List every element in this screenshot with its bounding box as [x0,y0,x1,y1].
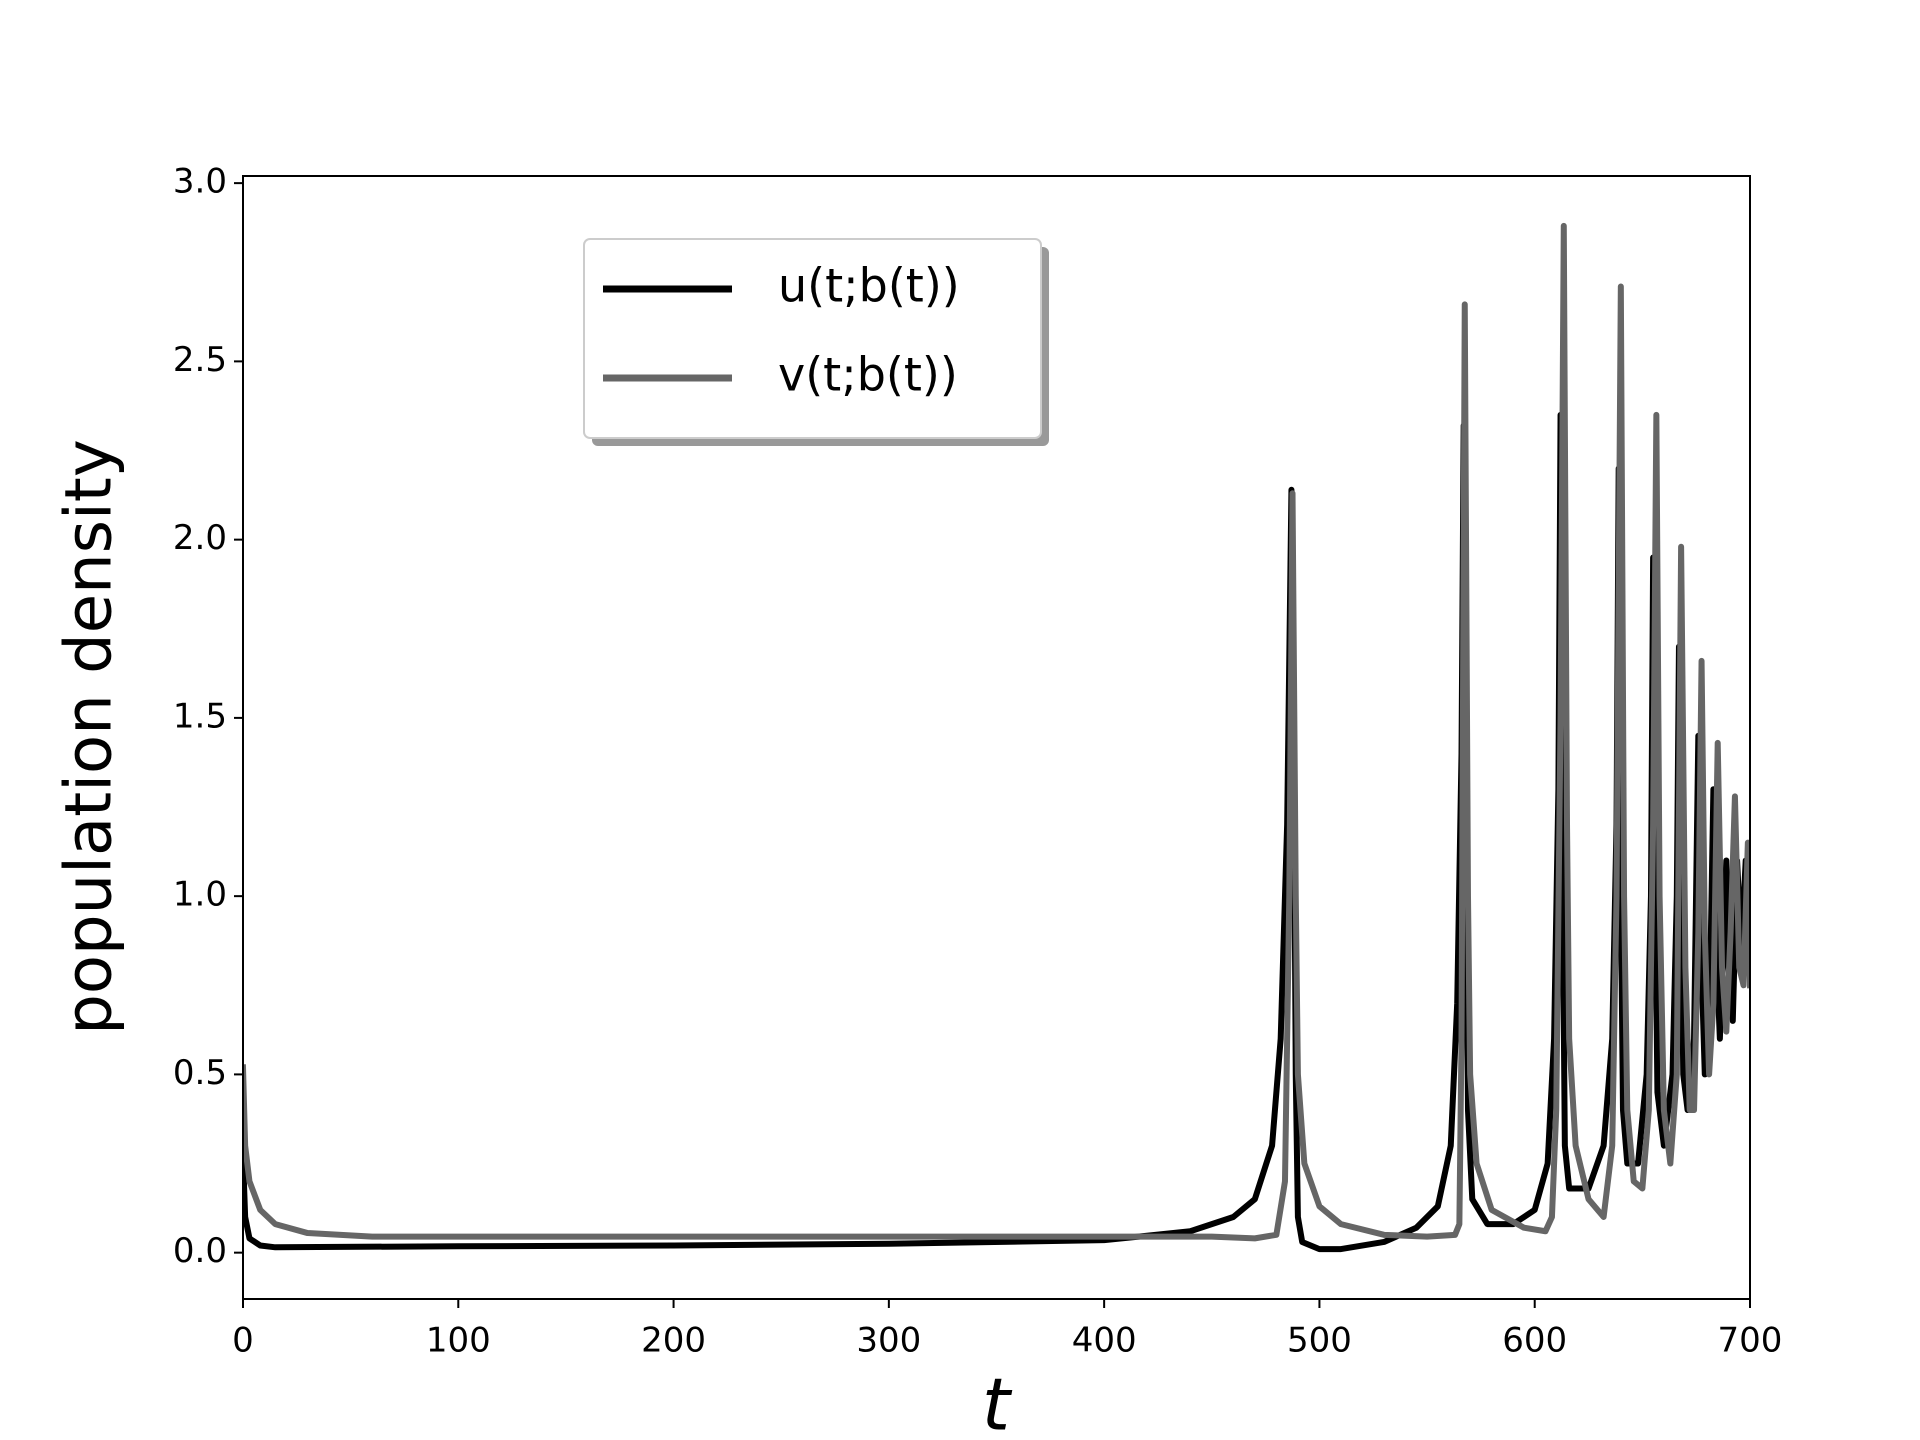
x-tick-label: 500 [1287,1321,1352,1361]
x-tick-label: 0 [232,1321,254,1361]
plot-area [243,222,1750,1253]
x-tick-label: 400 [1072,1321,1137,1361]
x-tick-label: 100 [426,1321,491,1361]
x-tick-label: 300 [856,1321,921,1361]
y-tick-label: 1.0 [173,875,227,915]
y-axis-label: population density [53,439,127,1035]
x-tick-label: 200 [641,1321,706,1361]
x-tick-label: 600 [1502,1321,1567,1361]
x-axis-label: t [982,1363,1013,1440]
y-tick-label: 0.5 [173,1053,227,1093]
series-line [243,222,1750,1242]
legend: u(t;b(t)) v(t;b(t)) [583,238,1049,446]
y-tick-label: 3.0 [173,162,227,202]
y-tick-label: 2.0 [173,518,227,558]
y-tick-label: 1.5 [173,696,227,736]
legend-label: u(t;b(t)) [778,259,960,313]
legend-label: v(t;b(t)) [778,348,958,402]
y-tick-label: 2.5 [173,340,227,380]
y-tick-label: 0.0 [173,1231,227,1271]
axes-frame [242,175,1751,1300]
x-tick-label: 700 [1718,1321,1783,1361]
